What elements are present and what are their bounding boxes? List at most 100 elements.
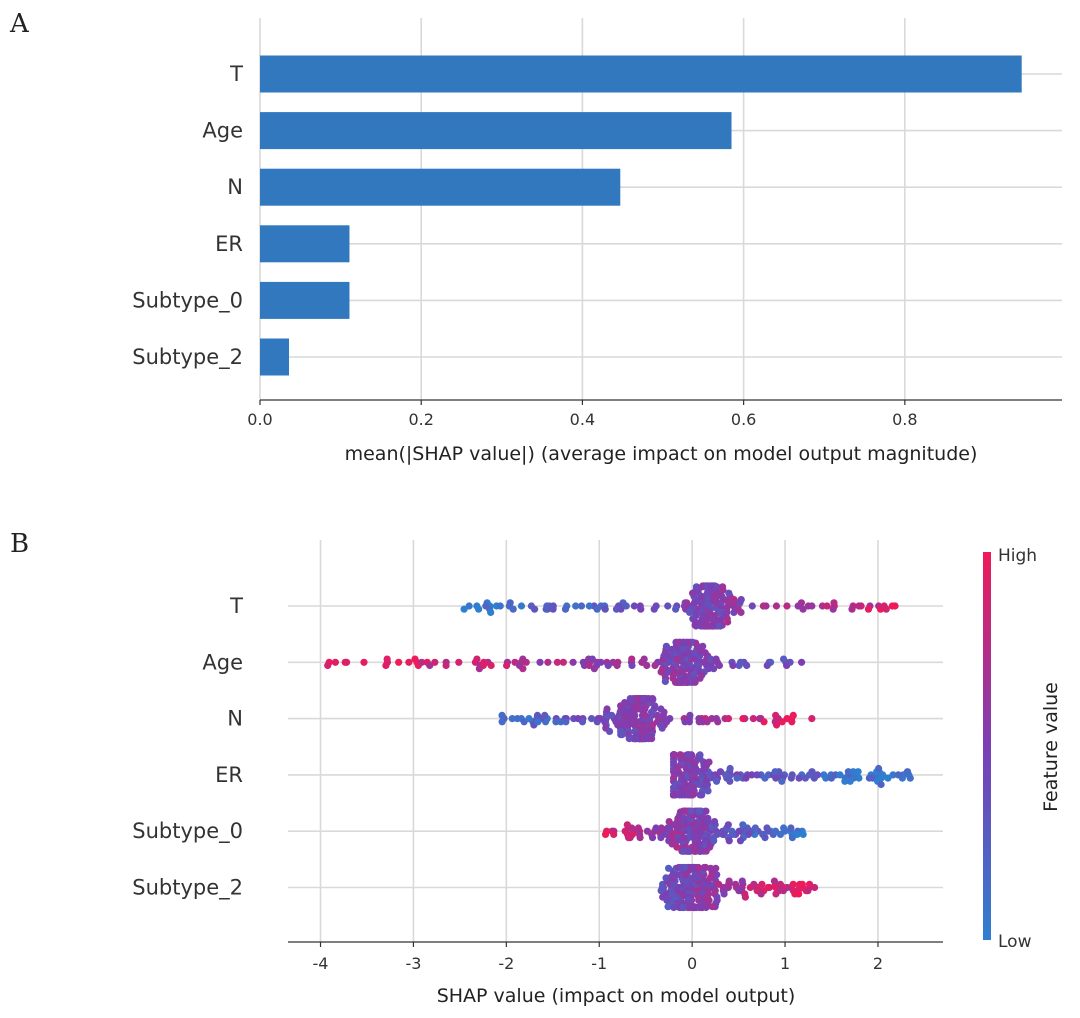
beeswarm-row-subtype_2 <box>657 863 819 912</box>
shap-point <box>639 695 647 703</box>
shap-point <box>700 863 708 872</box>
shap-point <box>903 768 912 776</box>
panel-a-x-axis-title: mean(|SHAP value|) (average impact on mo… <box>345 443 978 465</box>
shap-point <box>692 583 701 591</box>
panel-b-feature-label: T <box>229 594 243 618</box>
shap-point <box>587 715 596 723</box>
panel-a-label: A <box>9 9 30 39</box>
shap-point <box>737 596 745 604</box>
shap-point <box>795 774 803 782</box>
shap-point <box>805 880 814 888</box>
panel-b-feature-label: Age <box>202 650 243 674</box>
shap-point <box>894 771 902 779</box>
shap-point <box>542 605 550 613</box>
shap-point <box>674 678 682 686</box>
shap-point <box>696 847 704 855</box>
shap-point <box>704 814 712 823</box>
shap-point <box>679 847 687 855</box>
shap-point <box>530 605 539 613</box>
shap-point <box>761 834 769 842</box>
shap-point <box>748 602 756 610</box>
shap-point <box>342 658 351 666</box>
panel-a-x-tick-label: 0.2 <box>408 410 433 429</box>
shap-point <box>692 622 700 630</box>
shap-point <box>657 824 665 832</box>
shap-point <box>702 903 710 912</box>
shap-point <box>678 791 686 799</box>
shap-point <box>608 711 616 720</box>
shap-point <box>725 877 733 885</box>
shap-point <box>763 824 771 832</box>
shap-point <box>810 774 818 782</box>
panel-b-x-axis-title: SHAP value (impact on model output) <box>437 985 796 1007</box>
shap-point <box>679 903 687 912</box>
shap-point <box>617 702 625 710</box>
shap-point <box>778 777 786 785</box>
shap-point <box>650 605 658 613</box>
shap-point <box>624 834 633 842</box>
shap-point <box>724 618 732 626</box>
shap-point <box>669 674 677 682</box>
shap-point <box>605 727 614 736</box>
shap-point <box>705 758 713 766</box>
shap-point <box>617 731 625 739</box>
shap-point <box>670 751 679 759</box>
shap-point <box>665 818 673 826</box>
shap-point <box>756 715 764 723</box>
shap-point <box>669 791 678 799</box>
shap-point <box>672 605 680 613</box>
shap-point <box>804 887 812 895</box>
panel-b-x-tick-label: 2 <box>873 954 883 973</box>
shap-point <box>642 735 650 743</box>
bar-er <box>260 225 350 263</box>
panel-a-x-tick-label: 0.4 <box>570 410 595 429</box>
shap-point <box>640 655 648 663</box>
shap-point <box>749 715 757 723</box>
shap-point <box>623 821 631 829</box>
shap-point <box>625 735 633 743</box>
shap-point <box>610 830 618 839</box>
shap-point <box>750 880 758 888</box>
bar-age <box>260 112 732 150</box>
shap-point <box>569 658 577 666</box>
shap-point <box>827 774 836 782</box>
shap-point <box>787 824 795 832</box>
panel-b-x-tick-label: -2 <box>498 954 514 973</box>
shap-point <box>360 658 368 666</box>
shap-point <box>707 582 715 590</box>
shap-point <box>657 887 665 895</box>
shap-point <box>395 658 403 666</box>
shap-point <box>612 718 620 726</box>
shap-point <box>696 791 704 799</box>
shap-point <box>771 827 780 835</box>
shap-point <box>882 605 890 613</box>
shap-point <box>519 665 527 673</box>
shap-point <box>487 608 495 617</box>
shap-point <box>508 715 516 723</box>
shap-point <box>836 771 844 779</box>
shap-point <box>742 774 750 782</box>
shap-point <box>797 658 806 666</box>
panel-a-feature-label: ER <box>215 232 243 256</box>
shap-point <box>695 903 704 912</box>
shap-point <box>726 764 734 773</box>
shap-point <box>822 774 830 782</box>
shap-point <box>710 665 718 673</box>
shap-point <box>855 602 863 610</box>
shap-point <box>778 718 786 726</box>
panel-a-feature-label: Subtype_0 <box>132 288 243 313</box>
shap-point <box>798 880 806 888</box>
shap-point <box>877 780 885 789</box>
shap-point <box>585 602 593 610</box>
shap-point <box>686 711 694 720</box>
shap-point <box>534 718 542 726</box>
shap-point <box>633 695 642 703</box>
shap-point <box>590 665 598 673</box>
shap-point <box>758 880 766 888</box>
shap-point <box>502 661 511 670</box>
shap-point <box>884 774 892 782</box>
colorbar-high-label: High <box>998 546 1037 566</box>
shap-point <box>648 834 657 842</box>
shap-point <box>411 655 419 663</box>
